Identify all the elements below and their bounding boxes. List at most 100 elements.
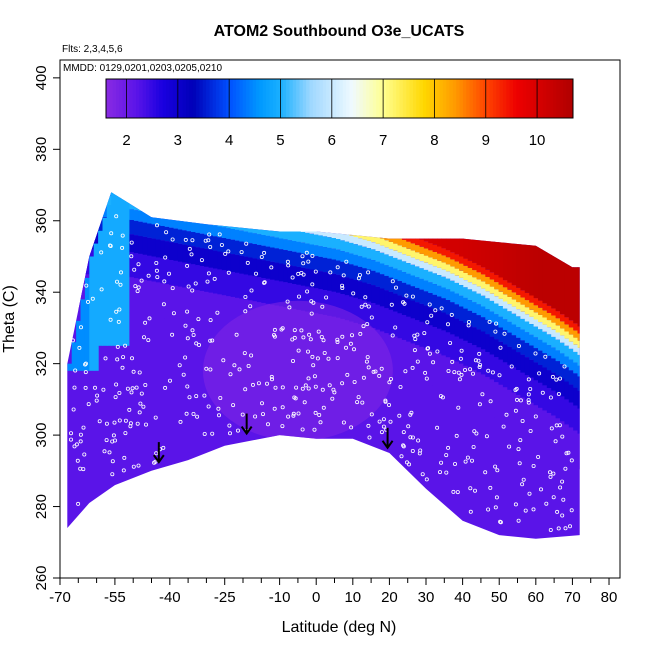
field-cell [498,327,504,342]
x-tick-label: -70 [49,589,71,606]
field-cell [151,281,157,318]
sample-point [260,412,265,417]
field-cell [243,220,249,232]
field-cell [274,219,280,227]
sample-point [425,320,430,325]
sample-point [563,526,568,531]
field-cell [169,192,175,200]
sample-point [101,387,106,392]
sample-point [70,338,75,343]
field-cell [533,337,539,349]
sample-point [244,241,249,246]
sample-point [548,395,553,400]
field-cell [296,252,302,267]
field-cell [415,252,420,260]
field-cell [155,239,161,258]
field-cell [410,243,416,251]
field-cell [142,279,148,316]
colorbar-segment [192,79,197,118]
field-cell [305,286,311,312]
sample-point [536,454,541,459]
field-cell [542,317,548,325]
field-cell [81,195,87,207]
field-cell [577,408,580,434]
field-cell [274,212,280,220]
sample-point [326,356,331,361]
x-axis-label: Latitude (deg N) [282,619,397,636]
sample-point [363,295,368,300]
colorbar-segment [459,79,464,118]
field-cell [428,264,434,272]
field-cell [375,251,381,262]
field-cell [239,241,245,256]
field-cell [67,192,69,196]
sample-point [555,509,560,514]
field-cell [195,290,201,326]
sample-point [86,402,91,407]
field-cell [204,185,209,192]
field-cell [84,277,90,371]
field-cell [419,261,425,269]
field-cell [353,244,359,255]
sample-point [69,437,74,442]
colorbar-segment [386,79,391,118]
field-cell [177,193,183,201]
field-cell [476,304,482,316]
field-cell [432,309,438,327]
field-cell [164,198,170,206]
colorbar-segment [116,79,120,118]
field-cell [423,348,429,385]
field-cell [309,212,315,220]
field-cell [67,206,69,218]
field-cell [318,228,324,236]
field-cell [239,273,245,299]
field-cell [419,278,425,290]
field-cell [507,364,513,390]
colorbar-segment [452,79,457,118]
field-cell [577,355,580,366]
field-cell [494,314,500,325]
field-cell [217,194,223,202]
field-cell [195,265,201,291]
colorbar-segment [436,79,441,118]
field-cell [375,261,381,273]
sample-point [480,392,485,397]
sample-point [488,485,493,490]
field-cell [235,272,240,298]
field-cell [388,277,394,292]
field-cell [388,227,394,235]
colorbar-segment [426,79,431,118]
field-cell [401,232,407,240]
sample-point [262,280,267,285]
field-cell [366,301,372,327]
field-cell [494,339,500,358]
field-cell [459,285,464,296]
sample-point [408,435,413,440]
sample-point [95,393,100,398]
field-cell [133,192,139,200]
field-cell [186,195,192,203]
field-cell [533,319,539,327]
field-cell [76,249,82,275]
sample-point [398,384,403,389]
field-cell [138,221,144,237]
colorbar-segment [466,79,471,118]
field-cell [270,247,276,262]
field-cell [520,318,526,330]
field-cell [379,288,385,307]
field-cell [287,200,293,208]
field-cell [371,260,377,271]
colorbar-segment [262,79,267,118]
sample-point [291,413,296,418]
sample-point [280,385,285,390]
field-cell [480,306,486,318]
field-cell [454,254,460,262]
field-cell [274,226,280,238]
field-cell [300,203,306,211]
field-cell [371,227,377,235]
colorbar-segment [569,79,574,118]
colorbar-segment [316,79,320,118]
field-cell [248,207,254,215]
field-cell [133,220,139,236]
field-cell [502,301,508,309]
